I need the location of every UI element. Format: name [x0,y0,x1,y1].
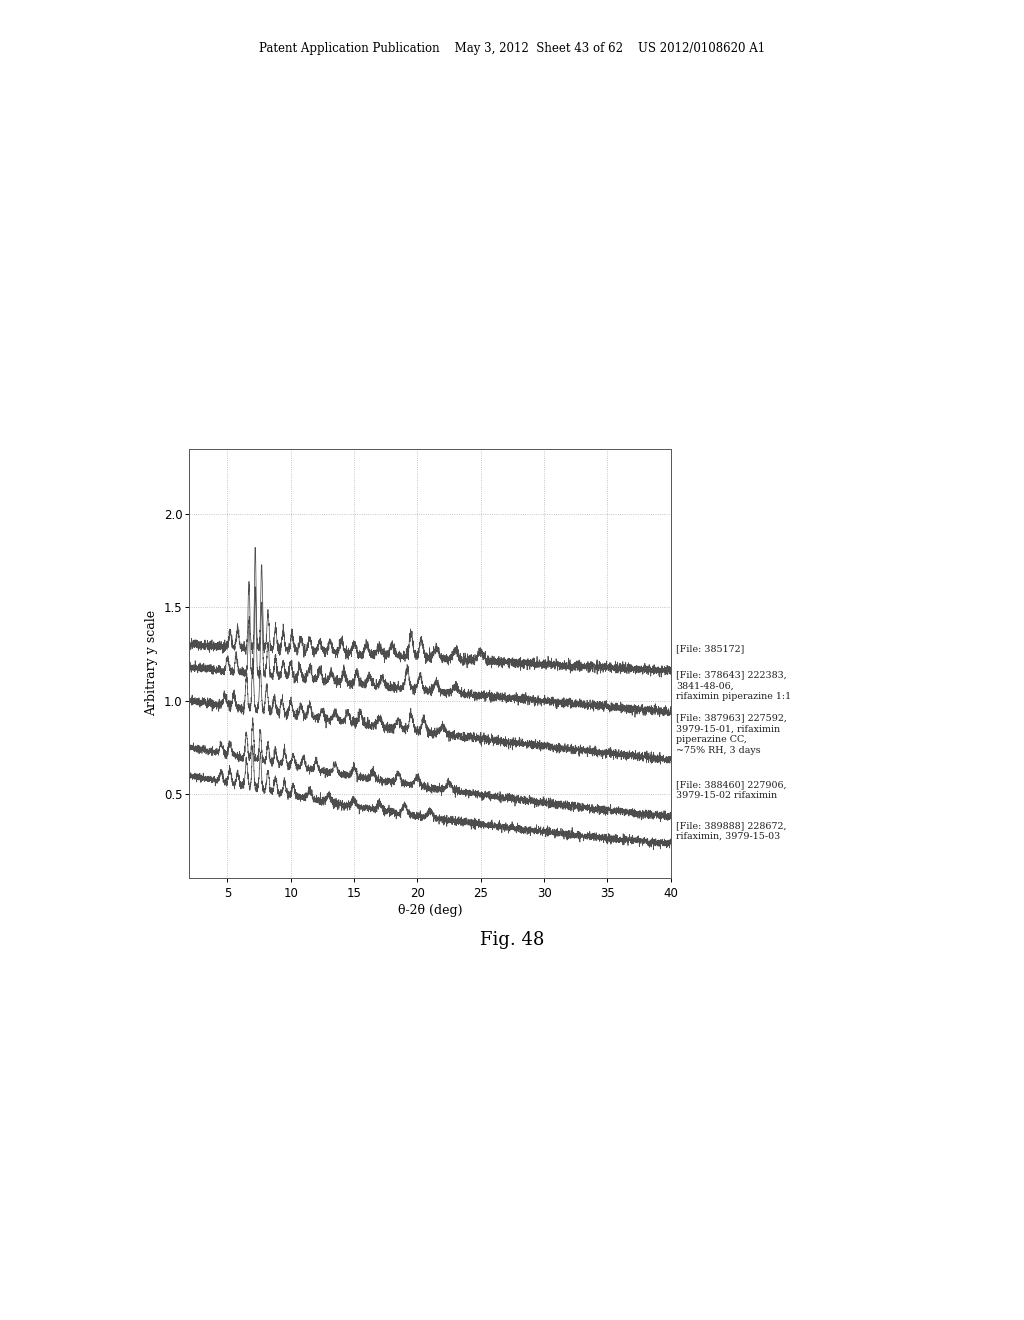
Text: [File: 387963] 227592,
3979-15-01, rifaximin
piperazine CC,
~75% RH, 3 days: [File: 387963] 227592, 3979-15-01, rifax… [676,714,786,755]
Text: Fig. 48: Fig. 48 [480,931,544,949]
X-axis label: θ-2θ (deg): θ-2θ (deg) [398,904,462,917]
Text: [File: 385172]: [File: 385172] [676,644,744,653]
Text: [File: 389888] 228672,
rifaximin, 3979-15-03: [File: 389888] 228672, rifaximin, 3979-1… [676,821,786,841]
Text: Patent Application Publication    May 3, 2012  Sheet 43 of 62    US 2012/0108620: Patent Application Publication May 3, 20… [259,42,765,55]
Text: [File: 378643] 222383,
3841-48-06,
rifaximin piperazine 1:1: [File: 378643] 222383, 3841-48-06, rifax… [676,671,791,701]
Text: [File: 388460] 227906,
3979-15-02 rifaximin: [File: 388460] 227906, 3979-15-02 rifaxi… [676,780,786,800]
Y-axis label: Arbitrary y scale: Arbitrary y scale [145,610,159,717]
